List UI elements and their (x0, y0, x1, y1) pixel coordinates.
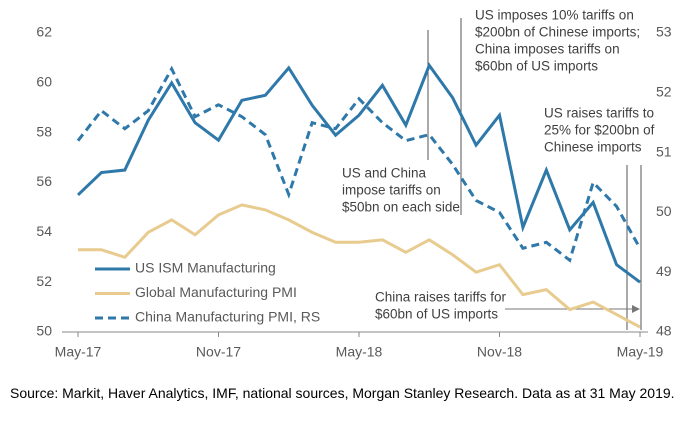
annotation: Chinese imports (544, 140, 642, 155)
chart: 50 52 54 56 58 60 62 48 49 50 51 52 53 May-17 Nov-17 Ma… (36, 8, 672, 360)
y-tick-label: 58 (36, 123, 52, 139)
annotation: US imposes 10% tariffs on (475, 8, 634, 23)
annotation: US raises tariffs to (544, 106, 654, 121)
x-tick-label: May-19 (617, 344, 664, 360)
x-tick-label: Nov-17 (196, 344, 241, 360)
annotation: $200bn of Chinese imports; (475, 25, 640, 40)
x-tick-label: May-17 (55, 344, 102, 360)
y-tick-label: 50 (36, 323, 52, 339)
source-note: Source: Markit, Haver Analytics, IMF, na… (10, 385, 675, 401)
legend-label: China Manufacturing PMI, RS (135, 309, 320, 325)
annotation: $50bn on each side (342, 200, 460, 215)
y2-tick-label: 51 (656, 143, 672, 159)
y-tick-label: 56 (36, 173, 52, 189)
y2-tick-label: 52 (656, 84, 672, 100)
annotation: China raises tariffs for (375, 290, 507, 305)
x-tick-label: May-18 (336, 344, 383, 360)
y2-tick-label: 50 (656, 203, 672, 219)
x-tick-label: Nov-18 (477, 344, 522, 360)
y2-tick-label: 53 (656, 24, 672, 40)
legend-label: Global Manufacturing PMI (135, 284, 297, 300)
y2-tick-label: 49 (656, 263, 672, 279)
annotation: $60bn of US imports (475, 59, 598, 74)
annotation: 25% for $200bn of (544, 123, 655, 138)
legend-label: US ISM Manufacturing (135, 260, 276, 276)
y-tick-label: 62 (36, 24, 52, 40)
series-line (78, 203, 641, 329)
y-tick-label: 60 (36, 74, 52, 90)
y-tick-label: 52 (36, 273, 52, 289)
series-line (76, 65, 642, 263)
series-line (76, 62, 641, 284)
y-tick-label: 54 (36, 223, 52, 239)
annotation: US and China (342, 166, 427, 181)
y2-tick-label: 48 (656, 323, 672, 339)
annotation: $60bn of US imports (375, 307, 498, 322)
annotation: China imposes tariffs on (475, 42, 620, 57)
annotation: impose tariffs on (342, 183, 441, 198)
arrow-head (632, 305, 640, 313)
